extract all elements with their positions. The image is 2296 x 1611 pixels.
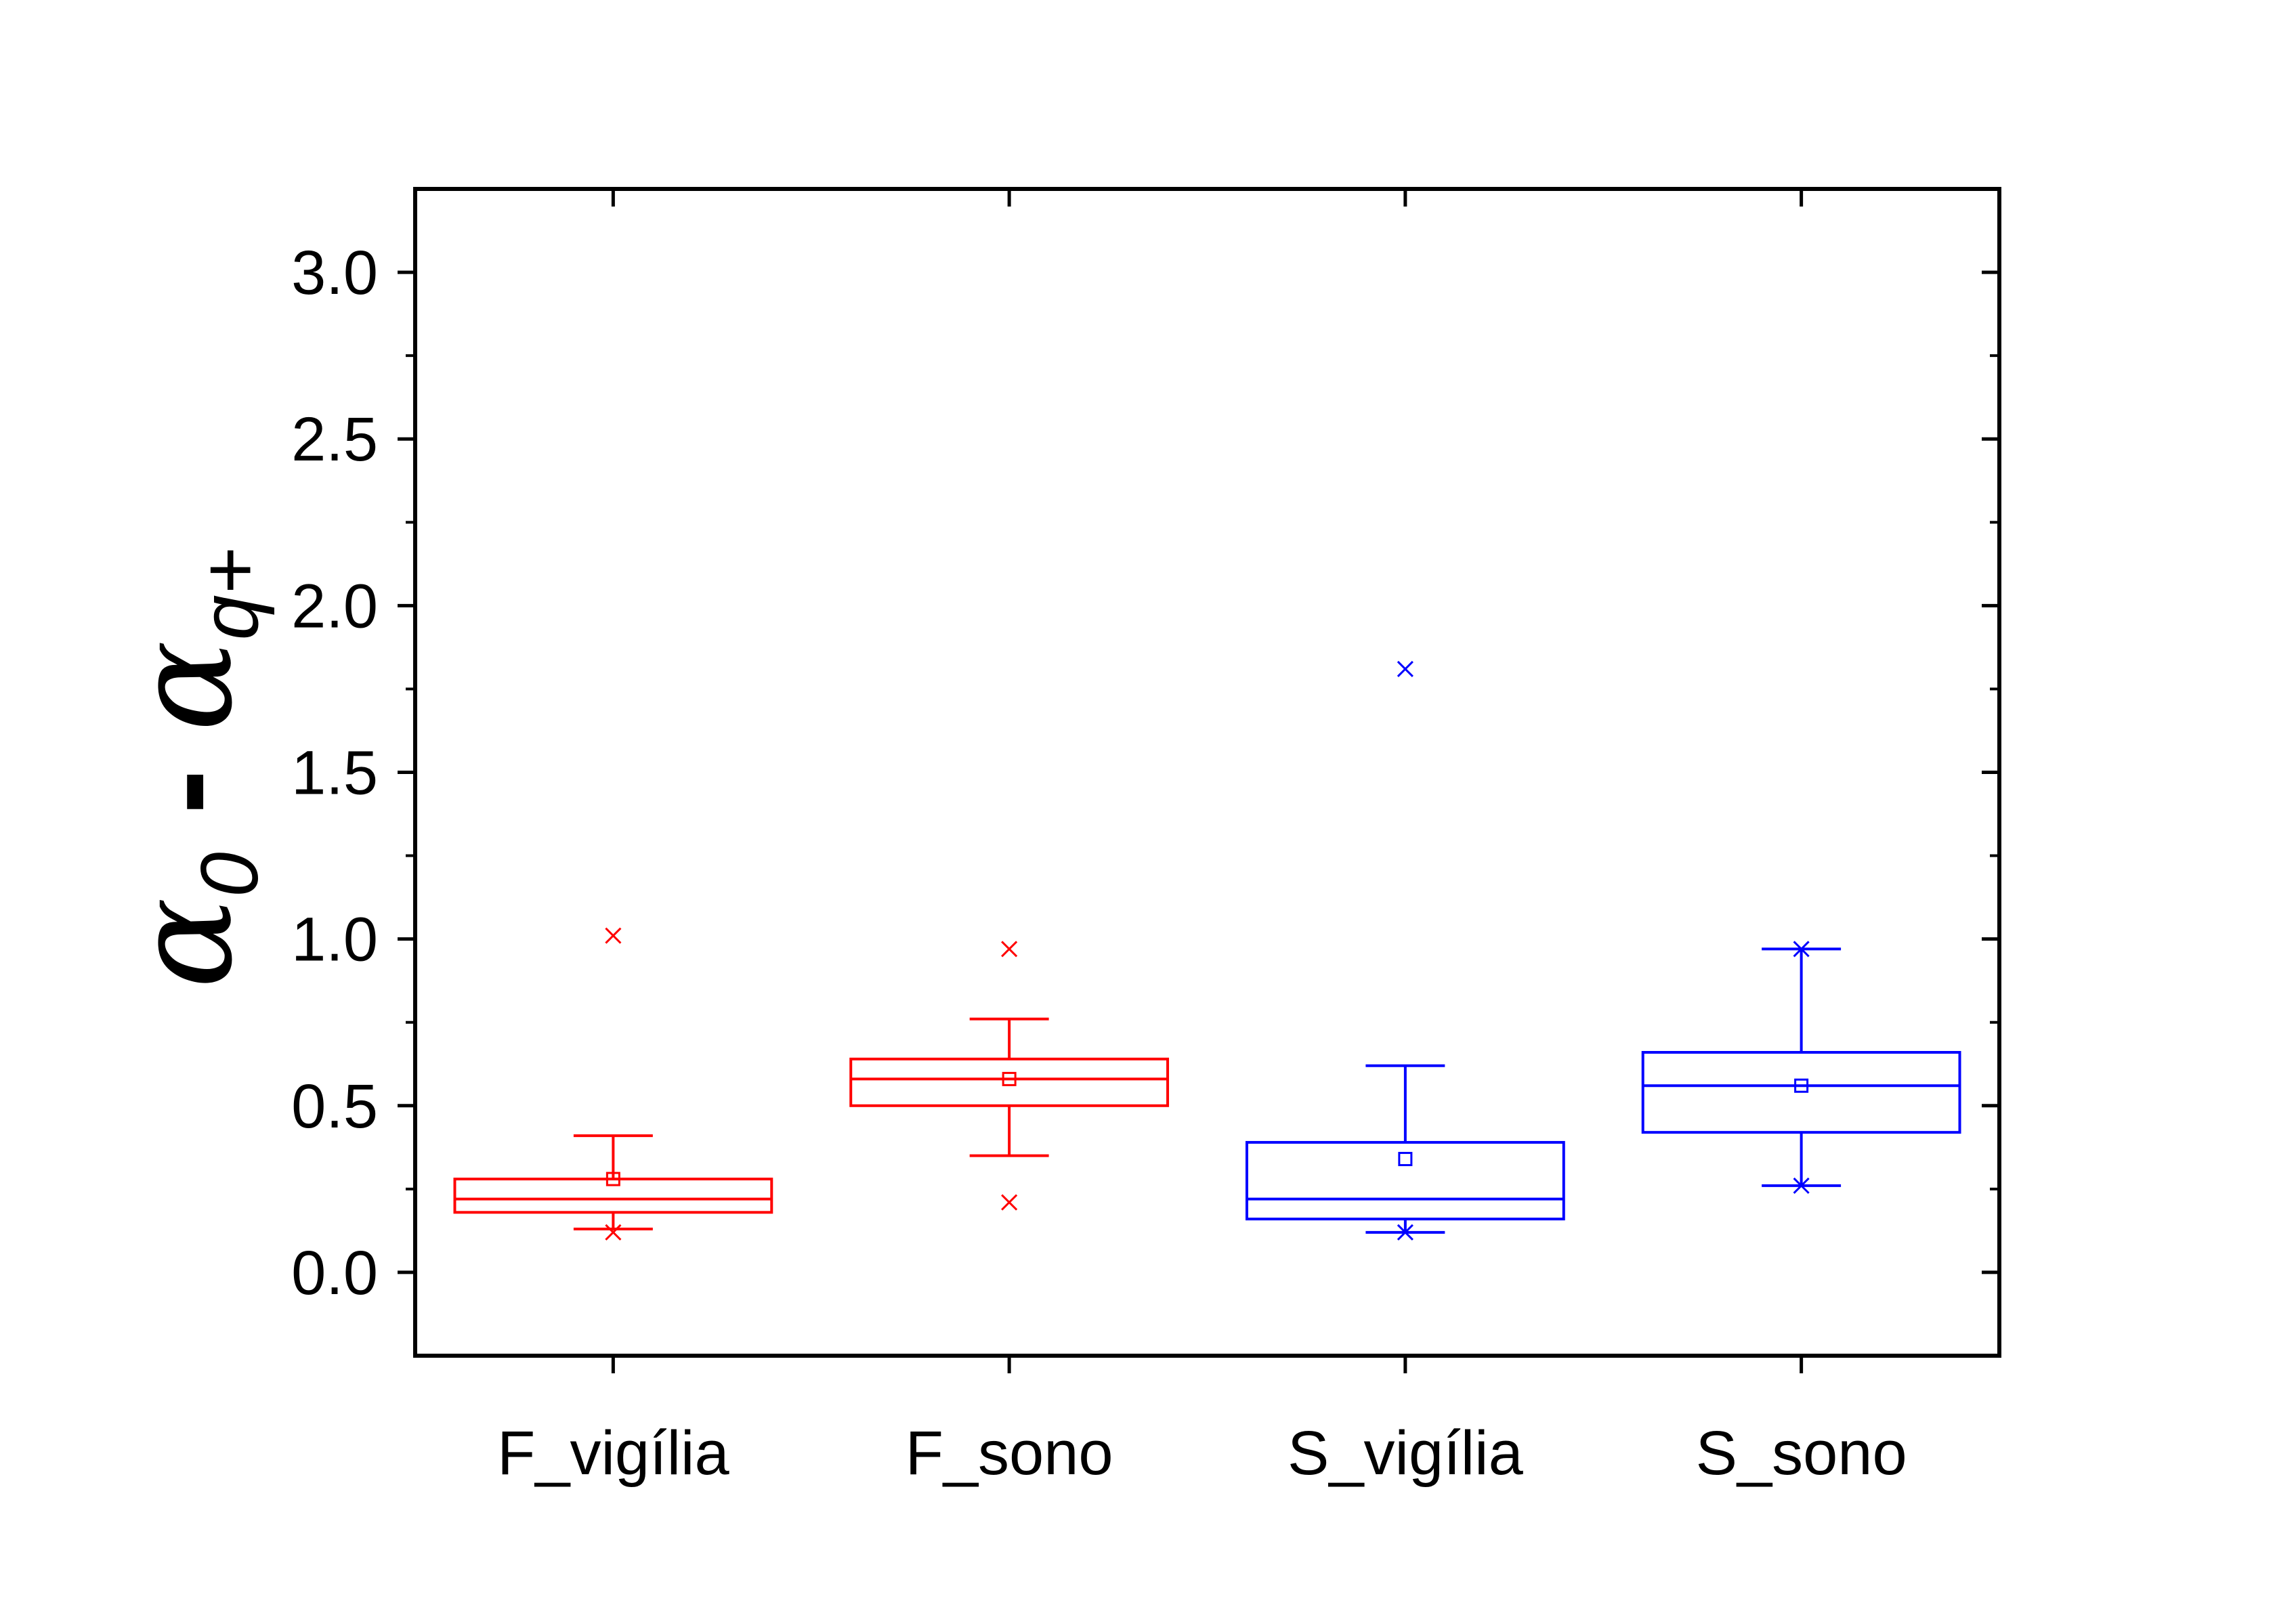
max-marker-stroke (1001, 941, 1018, 958)
y-tick-label: 3.0 (291, 238, 378, 307)
min-marker-stroke (605, 1224, 622, 1241)
max-marker-stroke (1397, 660, 1413, 677)
max-marker (1001, 941, 1018, 958)
mean-marker (605, 1172, 620, 1186)
y-axis-label: α0 - αq+ (105, 548, 275, 989)
min-marker-stroke (1793, 1177, 1810, 1194)
min-marker (1793, 1177, 1810, 1194)
iqr-box (849, 1057, 1170, 1107)
min-marker (605, 1224, 622, 1241)
ylabel-operator: - (108, 731, 259, 852)
y-tick-label: 2.0 (291, 572, 378, 641)
x-tick-label: F_vigília (497, 1419, 729, 1488)
x-tick-label: S_vigília (1288, 1419, 1524, 1488)
y-tick-label: 0.5 (291, 1072, 378, 1141)
x-tick-label: S_sono (1696, 1419, 1907, 1488)
box-f-vig-lia (453, 927, 773, 1241)
iqr-box (453, 1178, 773, 1214)
max-marker-stroke (605, 927, 622, 944)
min-marker-stroke (1001, 1194, 1018, 1211)
min-marker (1397, 1224, 1413, 1241)
min-marker-stroke (1397, 1224, 1413, 1241)
svg-text:α0 - αq+: α0 - αq+ (105, 548, 275, 989)
ylabel-subscript-right: q+ (184, 548, 275, 641)
max-marker-stroke (1793, 941, 1810, 958)
max-marker (1793, 941, 1810, 958)
box-series (453, 660, 1961, 1241)
mean-marker (1002, 1071, 1017, 1086)
y-tick-label: 2.5 (291, 405, 378, 474)
ylabel-subscript-left: 0 (184, 852, 275, 897)
min-marker (1001, 1194, 1018, 1211)
y-tick-label: 1.5 (291, 739, 378, 808)
x-tick-label: F_sono (906, 1419, 1113, 1488)
max-marker (605, 927, 622, 944)
y-tick-label: 1.0 (291, 905, 378, 974)
ylabel-symbol-left: α (105, 897, 263, 989)
mean-marker (1794, 1078, 1809, 1093)
box-s-sono (1641, 941, 1961, 1194)
max-marker (1397, 660, 1413, 677)
x-axis: F_vigília F_sono S_vigília S_sono (497, 189, 1907, 1488)
y-tick-label: 0.0 (291, 1239, 378, 1308)
iqr-box (1245, 1140, 1565, 1221)
box-f-sono (849, 941, 1170, 1211)
ylabel-symbol-right: α (105, 640, 263, 731)
y-axis: 0.0 0.5 1.0 1.5 2.0 2.5 3.0 (291, 238, 1999, 1308)
box-s-vig-lia (1245, 660, 1565, 1241)
mean-marker (1398, 1152, 1413, 1167)
